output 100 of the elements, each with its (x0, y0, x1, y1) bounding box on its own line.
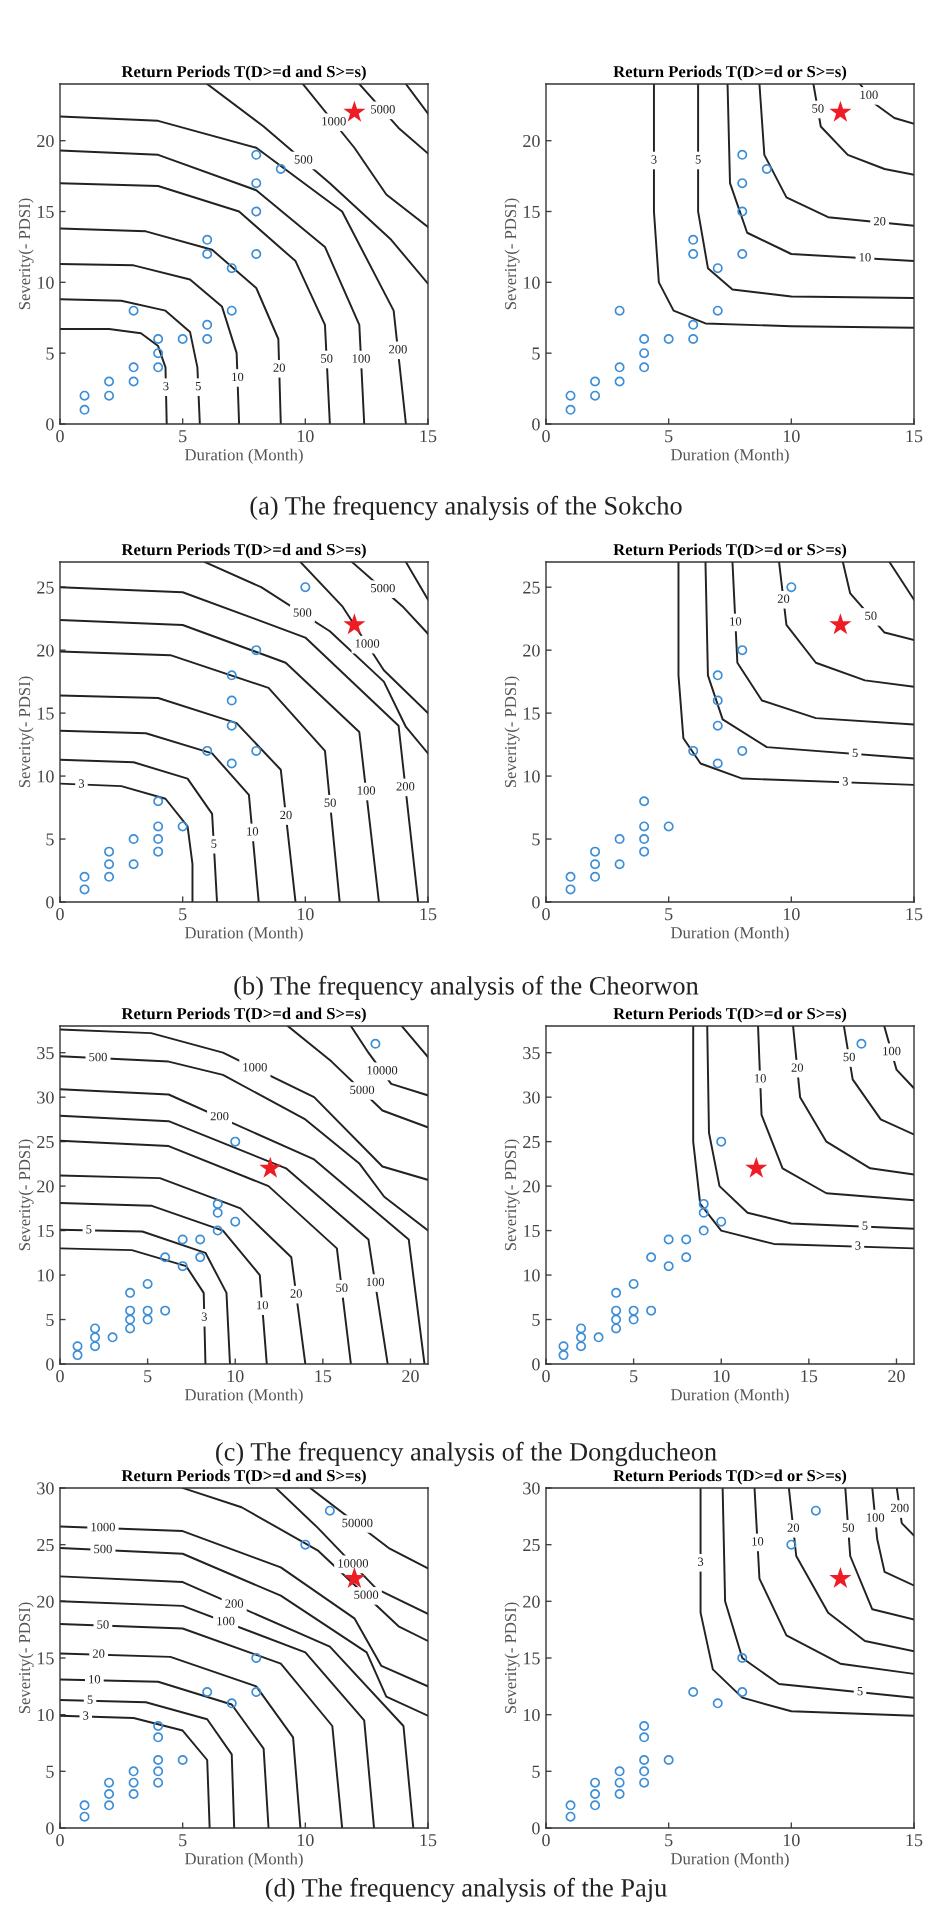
line-series (60, 618, 380, 902)
line-series (841, 562, 914, 642)
x-tick-label: 0 (56, 1834, 64, 1847)
x-tick-label: 5 (665, 430, 673, 443)
x-tick-label: 15 (420, 1834, 437, 1847)
y-axis-title: Severity(- PDSI) (18, 676, 34, 788)
line-series (792, 1026, 914, 1176)
y-tick-label: 35 (37, 1046, 54, 1060)
chart-title: Return Periods T(D>=d and S>=s) (121, 65, 366, 81)
x-tick-label: 15 (906, 1834, 923, 1847)
y-tick-label: 30 (523, 1091, 540, 1104)
line-series (758, 84, 914, 227)
y-tick-label: 20 (37, 1595, 54, 1608)
x-tick-label: 5 (665, 908, 673, 921)
y-tick-label: 10 (523, 770, 540, 783)
line-series (60, 1652, 302, 1828)
y-tick-label: 20 (37, 1180, 54, 1193)
x-tick-label: 5 (665, 1834, 673, 1847)
y-tick-label: 30 (523, 1482, 540, 1495)
line-series (871, 1488, 914, 1587)
y-axis-title: Severity(- PDSI) (504, 198, 520, 310)
x-tick-label: 10 (783, 908, 800, 921)
line-series (60, 782, 194, 902)
y-tick-label: 25 (523, 581, 540, 594)
x-tick-label: 0 (542, 430, 550, 443)
y-tick-label: 10 (37, 1269, 54, 1282)
x-tick-label: 10 (227, 1370, 244, 1383)
line-series (60, 1714, 211, 1828)
line-series (60, 758, 218, 902)
line-series (60, 1247, 207, 1364)
y-tick-label: 30 (37, 1482, 54, 1495)
y-tick-label: 0 (532, 896, 540, 909)
x-tick-label: 0 (542, 908, 550, 921)
x-tick-label: 10 (713, 1370, 730, 1383)
y-tick-label: 10 (523, 1708, 540, 1722)
x-axis-title: Duration (Month) (671, 1852, 789, 1868)
line-series (757, 1026, 914, 1202)
line-series (60, 1114, 389, 1364)
line-series (60, 1055, 428, 1232)
x-tick-label: 15 (906, 430, 923, 443)
y-tick-label: 15 (37, 205, 54, 218)
line-series (60, 1228, 231, 1364)
y-tick-label: 25 (37, 1538, 54, 1552)
line-series (60, 650, 341, 902)
y-tick-label: 10 (37, 276, 54, 289)
line-series (60, 1547, 428, 1717)
chart-title: Return Periods T(D>=d or S>=s) (613, 1469, 847, 1485)
y-tick-label: 15 (37, 1224, 54, 1238)
text: (c) The frequency analysis of the Dongducheon (216, 1441, 717, 1467)
y-tick-label: 0 (532, 1358, 540, 1371)
y-tick-label: 5 (532, 1313, 540, 1326)
x-tick-label: 15 (315, 1370, 332, 1383)
x-tick-label: 0 (542, 1370, 550, 1383)
chart-title: Return Periods T(D>=d and S>=s) (121, 1469, 366, 1485)
y-tick-label: 20 (37, 134, 54, 148)
line-series (812, 84, 914, 176)
line-series (753, 1488, 914, 1675)
x-tick-label: 15 (420, 908, 437, 921)
line-series (704, 562, 914, 760)
line-series (699, 1488, 914, 1717)
y-axis-title: Severity(- PDSI) (504, 1139, 520, 1251)
x-tick-label: 5 (179, 1834, 187, 1847)
x-axis-title: Duration (Month) (671, 1388, 789, 1404)
line-series (60, 328, 168, 424)
x-axis-title: Duration (Month) (185, 926, 303, 942)
line-series (697, 84, 914, 299)
chart-title: Return Periods T(D>=d and S>=s) (121, 1007, 366, 1023)
text: (b) The frequency analysis of the Cheorwon (234, 975, 699, 1001)
chart-title: Return Periods T(D>=d or S>=s) (613, 65, 847, 81)
x-tick-label: 0 (56, 1370, 64, 1383)
line-series (731, 562, 914, 726)
y-tick-label: 15 (37, 707, 54, 720)
y-tick-label: 0 (532, 418, 540, 431)
x-tick-label: 5 (179, 908, 187, 921)
x-tick-label: 15 (906, 908, 923, 921)
line-series (181, 1488, 428, 1642)
y-tick-label: 5 (46, 1765, 54, 1778)
y-tick-label: 10 (523, 1269, 540, 1282)
line-series (286, 1026, 428, 1129)
line-series (60, 115, 407, 424)
y-tick-label: 15 (523, 707, 540, 720)
y-tick-label: 15 (523, 1224, 540, 1238)
line-series (844, 1488, 914, 1621)
y-tick-label: 0 (46, 1358, 54, 1371)
line-series (60, 1525, 428, 1688)
line-series (60, 1623, 344, 1828)
text: (a) The frequency analysis of the Sokcho (250, 495, 682, 521)
line-series (60, 262, 241, 424)
x-axis-title: Duration (Month) (185, 1388, 303, 1404)
y-tick-label: 15 (37, 1652, 54, 1665)
y-axis-title: Severity(- PDSI) (18, 1139, 34, 1251)
x-tick-label: 20 (402, 1370, 419, 1383)
x-axis-title: Duration (Month) (185, 1852, 303, 1868)
y-tick-label: 35 (523, 1046, 540, 1060)
x-axis-title: Duration (Month) (671, 926, 789, 942)
y-tick-label: 25 (523, 1135, 540, 1149)
line-series (206, 84, 428, 285)
y-tick-label: 5 (532, 1765, 540, 1778)
x-axis-title: Duration (Month) (671, 448, 789, 464)
y-axis-title: Severity(- PDSI) (504, 676, 520, 788)
